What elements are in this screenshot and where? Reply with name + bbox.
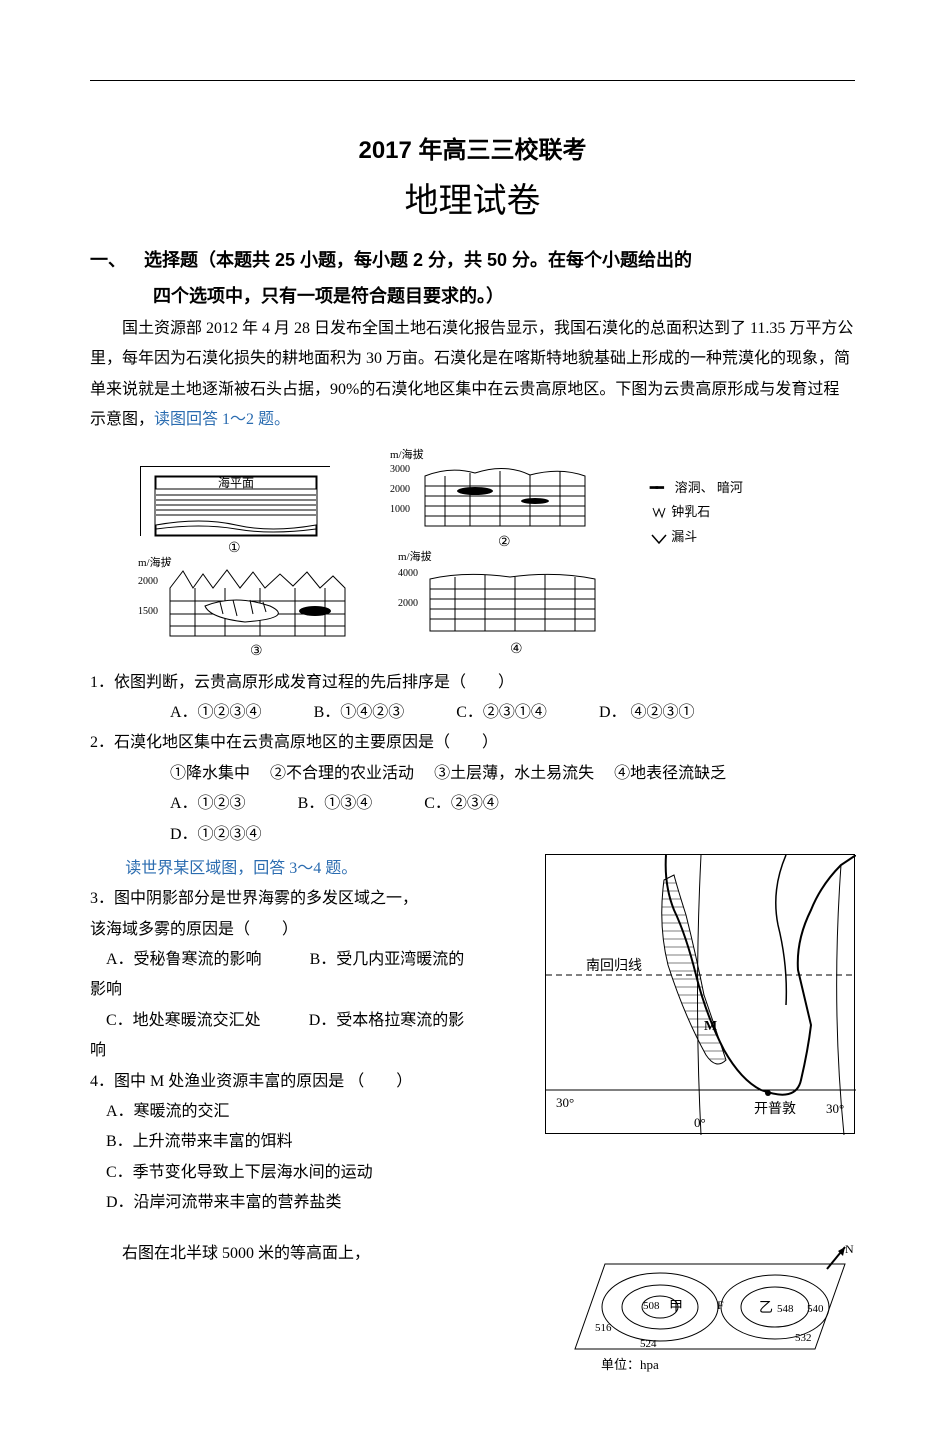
q2-options-row1: A．①②③ B．①③④ C．②③④ [90, 789, 855, 819]
q3-D: D．受本格拉寒流的影 [309, 1012, 465, 1029]
q1-D: D． ④②③① [599, 698, 695, 728]
diagram-1-box: 海平面 [140, 466, 330, 536]
lon-0: 0° [694, 1115, 706, 1130]
q2-statements: ①降水集中 ②不合理的农业活动 ③土层薄，水土易流失 ④地表径流缺乏 [90, 759, 855, 789]
isobar-svg: 508 甲 516 524 乙 548 540 532 F N 单位：hpa [545, 1239, 855, 1389]
q3-B-cont: 影响 [90, 975, 535, 1005]
q3-C: C．地处寒暖流交汇处 [106, 1012, 261, 1029]
diagram-4-svg [425, 561, 600, 636]
section-heading-line2: 四个选项中，只有一项是符合题目要求的。） [90, 278, 855, 314]
isobar-540: 540 [807, 1303, 824, 1315]
q1-B: B．①④②③ [314, 698, 405, 728]
d4-tick-2000: 2000 [398, 598, 418, 609]
isobar-532: 532 [795, 1332, 812, 1344]
q2-D: D．①②③④ [170, 820, 262, 850]
q2-stem: 2．石漠化地区集中在云贵高原地区的主要原因是（ ） [90, 728, 855, 758]
q1-stem: 1．依图判断，云贵高原形成发育过程的先后排序是（ ） [90, 668, 855, 698]
d3-tick-1500: 1500 [138, 606, 158, 617]
d2-tick-2000: 2000 [390, 484, 410, 495]
figure-legend: ━━ 溶洞、 暗河 钟乳石 漏斗 [650, 476, 743, 550]
north-label: N [845, 1242, 854, 1256]
isobar-jia: 甲 [669, 1300, 683, 1315]
isobar-516: 516 [595, 1322, 612, 1334]
q3-row2: C．地处寒暖流交汇处 D．受本格拉寒流的影 [90, 1006, 535, 1036]
d3-tick-2000: 2000 [138, 576, 158, 587]
diagram-3-svg [165, 566, 350, 641]
q2-options-row2: D．①②③④ [90, 820, 855, 850]
q4-B: B．上升流带来丰富的饵料 [90, 1127, 535, 1157]
passage-1: 国土资源部 2012 年 4 月 28 日发布全国土地石漠化报告显示，我国石漠化… [90, 314, 855, 436]
map-M-label: M [704, 1019, 717, 1034]
passage-1-instruction: 读图回答 1～2 题。 [154, 411, 290, 428]
q3-B: B．受几内亚湾暖流的 [310, 951, 465, 968]
q4-D: D．沿岸河流带来丰富的营养盐类 [90, 1188, 535, 1218]
q3-row1: A．受秘鲁寒流的影响 B．受几内亚湾暖流的 [90, 945, 535, 975]
diagram-4-box [425, 561, 600, 636]
q4-A: A．寒暖流的交汇 [90, 1097, 535, 1127]
d4-tick-4000: 4000 [398, 568, 418, 579]
legend-cave-label: 溶洞、 暗河 [675, 480, 743, 495]
isobar-548: 548 [777, 1303, 794, 1315]
exam-title-line1: 2017 年高三三校联考 [90, 130, 855, 165]
diagram-2-axis-label: m/海拔 [390, 446, 424, 462]
d2-tick-3000: 3000 [390, 464, 410, 475]
q2-A: A．①②③ [170, 789, 246, 819]
diagram-2-box [420, 461, 590, 531]
legend-funnel-label: 漏斗 [671, 529, 697, 544]
passage-3: 右图在北半球 5000 米的等高面上， [90, 1239, 535, 1269]
d2-tick-1000: 1000 [390, 504, 410, 515]
sea-level-label: 海平面 [218, 475, 254, 490]
figure-karst-sequence: 海平面 ① m/海拔 [120, 446, 825, 656]
diagram-1-label: ① [228, 540, 241, 557]
africa-map-svg: M 南回归线 30° 0° 开普敦 30° [546, 855, 856, 1135]
isobar-524: 524 [640, 1338, 657, 1350]
isobar-508: 508 [643, 1300, 660, 1312]
passage-2: 读世界某区域图，回答 3～4 题。 [90, 854, 535, 884]
q4-C: C．季节变化导致上下层海水间的运动 [90, 1158, 535, 1188]
isobar-F: F [717, 1298, 724, 1312]
isobar-figure: 508 甲 516 524 乙 548 540 532 F N 单位：hpa [545, 1239, 855, 1389]
section-heading-line1: 一、选择题（本题共 25 小题，每小题 2 分，共 50 分。在每个小题给出的 [90, 242, 855, 278]
legend-stalactite-label: 钟乳石 [671, 504, 710, 519]
diagram-2-svg [420, 461, 590, 531]
q4-stem: 4．图中 M 处渔业资源丰富的原因是 （ ） [90, 1067, 535, 1097]
section-number: 一、 [90, 250, 126, 270]
capetown-label: 开普敦 [754, 1101, 796, 1117]
africa-map: M 南回归线 30° 0° 开普敦 30° [545, 854, 855, 1134]
top-rule [90, 80, 855, 81]
q3-stem-line2: 该海域多雾的原因是（ ） [90, 915, 535, 945]
q3-D-cont: 响 [90, 1036, 535, 1066]
q2-B: B．①③④ [298, 789, 373, 819]
q3-A: A．受秘鲁寒流的影响 [106, 951, 262, 968]
section-title-part1: 选择题（本题共 25 小题，每小题 2 分，共 50 分。在每个小题给出的 [144, 250, 692, 270]
q1-C: C．②③①④ [456, 698, 547, 728]
legend-item-stalactite: 钟乳石 [650, 500, 743, 525]
q2-s1: ①降水集中 [170, 765, 250, 782]
diagram-2-label: ② [498, 534, 511, 551]
q1-A: A．①②③④ [170, 698, 262, 728]
tropic-label: 南回归线 [586, 957, 642, 974]
q1-options: A．①②③④ B．①④②③ C．②③①④ D． ④②③① [90, 698, 855, 728]
isobar-yi: 乙 [759, 1300, 773, 1316]
isobar-unit: 单位：hpa [601, 1357, 659, 1372]
legend-item-cave: ━━ 溶洞、 暗河 [650, 476, 743, 501]
exam-title-line2: 地理试卷 [90, 173, 855, 222]
diagram-3-box [165, 566, 350, 641]
diagram-3-label: ③ [250, 643, 263, 660]
q2-s2: ②不合理的农业活动 [270, 765, 414, 782]
lat-30-left: 30° [556, 1095, 574, 1110]
diagram-4-label: ④ [510, 641, 523, 658]
lon-30: 30° [826, 1101, 844, 1116]
q2-s3: ③土层薄，水土易流失 [434, 765, 594, 782]
q2-s4: ④地表径流缺乏 [614, 765, 726, 782]
legend-item-funnel: 漏斗 [650, 525, 743, 550]
q3-stem-line1: 3．图中阴影部分是世界海雾的多发区域之一， [90, 884, 535, 914]
diagram-1-svg: 海平面 [141, 467, 331, 537]
q2-C: C．②③④ [424, 789, 499, 819]
